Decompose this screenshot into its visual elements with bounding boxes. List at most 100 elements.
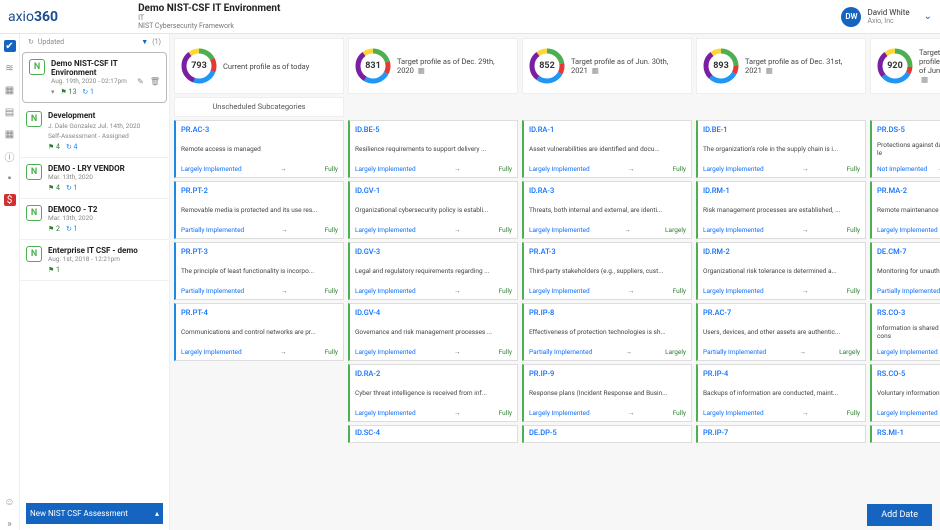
- column-header: 920Target profile as of Jun. ▦: [870, 38, 940, 94]
- panel-header[interactable]: ↻Updated▼(1): [20, 34, 169, 50]
- card-id: PR.AC-7: [703, 308, 860, 317]
- calendar-icon[interactable]: ▦: [4, 128, 16, 140]
- card-id: ID.BE-1: [703, 125, 860, 134]
- subcategory-card[interactable]: ID.BE-5Resilience requirements to suppor…: [348, 120, 518, 178]
- subcategory-card[interactable]: ID.SC-4: [348, 425, 518, 443]
- subcategory-card[interactable]: PR.AT-3Third-party stakeholders (e.g., s…: [522, 242, 692, 300]
- card-desc: Resilience requirements to support deliv…: [355, 146, 512, 154]
- card-status-left: Largely Implemented: [355, 226, 416, 234]
- card-id: RS.CO-5: [877, 369, 940, 378]
- file-icon[interactable]: ▪: [4, 172, 16, 184]
- calendar-icon[interactable]: ▦: [592, 66, 599, 75]
- subcategory-card[interactable]: ID.RM-1Risk management processes are est…: [696, 181, 866, 239]
- card-status-right: Largely: [665, 348, 686, 356]
- info-icon[interactable]: ⓘ: [4, 150, 16, 162]
- card-desc: Remote maintenance of or: [877, 207, 940, 215]
- column-header: 831Target profile as of Dec. 29th, 2020 …: [348, 38, 518, 94]
- feedback-icon[interactable]: ☺: [4, 496, 16, 508]
- subcategory-card[interactable]: RS.CO-3Information is shared consLargely…: [870, 303, 940, 361]
- env-badge-icon: N: [26, 246, 42, 262]
- card-desc: Information is shared cons: [877, 325, 940, 341]
- card-desc: Legal and regulatory requirements regard…: [355, 268, 512, 276]
- subcategory-card[interactable]: PR.IP-8Effectiveness of protection techn…: [522, 303, 692, 361]
- calendar-icon[interactable]: ▦: [418, 66, 425, 75]
- user-area[interactable]: DW David White Axio, Inc ⌄: [841, 7, 932, 27]
- subcategory-card[interactable]: ID.BE-1The organization's role in the su…: [696, 120, 866, 178]
- card-status-left: Largely Implemented: [355, 348, 416, 356]
- card-status-right: Fully: [325, 165, 338, 173]
- subcategory-card[interactable]: RS.CO-5Voluntary information shaLargely …: [870, 364, 940, 422]
- subcategory-card[interactable]: ID.GV-1Organizational cybersecurity poli…: [348, 181, 518, 239]
- card-status-left: Not Implemented: [877, 165, 927, 173]
- card-desc: Monitoring for unauthoriz: [877, 268, 940, 276]
- doc-icon[interactable]: ▤: [4, 106, 16, 118]
- profile-column: 793Current profile as of todayUnschedule…: [174, 38, 344, 526]
- subcategory-card[interactable]: RS.MI-1: [870, 425, 940, 443]
- subcategory-card[interactable]: PR.PT-3The principle of least functional…: [174, 242, 344, 300]
- add-date-button[interactable]: Add Date: [867, 504, 932, 526]
- subcategory-card[interactable]: PR.DS-5Protections against data leNot Im…: [870, 120, 940, 178]
- card-id: PR.IP-4: [703, 369, 860, 378]
- avatar: DW: [841, 7, 861, 27]
- card-desc: Backups of information are conducted, ma…: [703, 390, 860, 398]
- card-id: ID.GV-4: [355, 308, 512, 317]
- subcategory-card[interactable]: ID.RA-2Cyber threat intelligence is rece…: [348, 364, 518, 422]
- card-id: PR.IP-7: [703, 428, 860, 437]
- edit-icon[interactable]: ✎: [137, 77, 144, 86]
- env-card[interactable]: NDevelopmentJ. Dale Gonzalez Jul. 14th, …: [20, 105, 169, 158]
- profile-column: 852Target profile as of Jun. 30th, 2021 …: [522, 38, 692, 526]
- shield-icon[interactable]: ✔: [4, 40, 16, 52]
- subcategory-card[interactable]: DE.CM-7 Monitoring for unauthoriz Partiall…: [870, 242, 940, 300]
- subcategory-card[interactable]: PR.PT-4Communications and control networ…: [174, 303, 344, 361]
- arrow-icon: →: [802, 226, 809, 234]
- header-block: Demo NIST-CSF IT Environment IT NIST Cyb…: [58, 3, 841, 30]
- card-status-right: Fully: [499, 287, 512, 295]
- env-card[interactable]: NDEMO - LRY VENDORMar. 13th, 2020⚑ 4↻ 1: [20, 158, 169, 199]
- subcategory-card[interactable]: PR.MA-2Remote maintenance of orLargely I…: [870, 181, 940, 239]
- alert-icon[interactable]: $: [4, 194, 16, 206]
- card-status-right: Fully: [673, 409, 686, 417]
- chevron-down-icon[interactable]: ⌄: [924, 11, 932, 22]
- layers-icon[interactable]: ≋: [4, 62, 16, 74]
- subcategory-card[interactable]: ID.RA-1Asset vulnerabilities are identif…: [522, 120, 692, 178]
- card-status-right: Fully: [325, 348, 338, 356]
- card-id: PR.IP-9: [529, 369, 686, 378]
- subcategory-card[interactable]: ID.RM-2Organizational risk tolerance is …: [696, 242, 866, 300]
- user-org: Axio, Inc: [867, 17, 909, 25]
- subcategory-card[interactable]: PR.IP-9Response plans (Incident Response…: [522, 364, 692, 422]
- score-value: 852: [529, 48, 565, 84]
- calendar-icon[interactable]: ▦: [921, 75, 928, 84]
- card-id: ID.RM-2: [703, 247, 860, 256]
- user-name: David White: [867, 8, 909, 17]
- env-card[interactable]: NEnterprise IT CSF - demoAug. 1st, 2018 …: [20, 240, 169, 281]
- subcategory-card[interactable]: ID.GV-3Legal and regulatory requirements…: [348, 242, 518, 300]
- subcategory-card[interactable]: PR.AC-3Remote access is managedLargely I…: [174, 120, 344, 178]
- subcategory-card[interactable]: PR.AC-7Users, devices, and other assets …: [696, 303, 866, 361]
- card-id: PR.AT-3: [529, 247, 686, 256]
- env-card[interactable]: NDemo NIST-CSF IT EnvironmentAug. 19th, …: [22, 52, 167, 103]
- subcategory-card[interactable]: DE.DP-5: [522, 425, 692, 443]
- card-status-right: Fully: [847, 409, 860, 417]
- card-status-left: Partially Implemented: [877, 287, 940, 295]
- card-status-right: Fully: [499, 409, 512, 417]
- env-card[interactable]: NDEMOCO - T2Mar. 13th, 2020⚑ 2↻ 1: [20, 199, 169, 240]
- env-badge-icon: N: [26, 164, 42, 180]
- subcategory-card[interactable]: PR.IP-7: [696, 425, 866, 443]
- subcategory-card[interactable]: ID.GV-4Governance and risk management pr…: [348, 303, 518, 361]
- card-id: DE.CM-7: [877, 247, 940, 256]
- subcategory-card[interactable]: ID.RA-3Threats, both internal and extern…: [522, 181, 692, 239]
- calendar-icon[interactable]: ▦: [766, 66, 773, 75]
- env-title: Demo NIST-CSF IT Environment: [51, 59, 160, 77]
- score-value: 893: [703, 48, 739, 84]
- arrow-icon: →: [454, 348, 461, 356]
- page-title: Demo NIST-CSF IT Environment: [138, 3, 841, 14]
- delete-icon[interactable]: 🗑: [150, 77, 160, 86]
- arrow-icon: →: [628, 287, 635, 295]
- chart-icon[interactable]: ▦: [4, 84, 16, 96]
- column-header: 893Target profile as of Dec. 31st, 2021 …: [696, 38, 866, 94]
- subcategory-card[interactable]: PR.PT-2Removable media is protected and …: [174, 181, 344, 239]
- new-assessment-button[interactable]: New NIST CSF Assessment▴: [26, 503, 163, 524]
- card-status-left: Partially Implemented: [529, 348, 592, 356]
- expand-icon[interactable]: »: [4, 518, 16, 530]
- subcategory-card[interactable]: PR.IP-4 Backups of information are conduc…: [696, 364, 866, 422]
